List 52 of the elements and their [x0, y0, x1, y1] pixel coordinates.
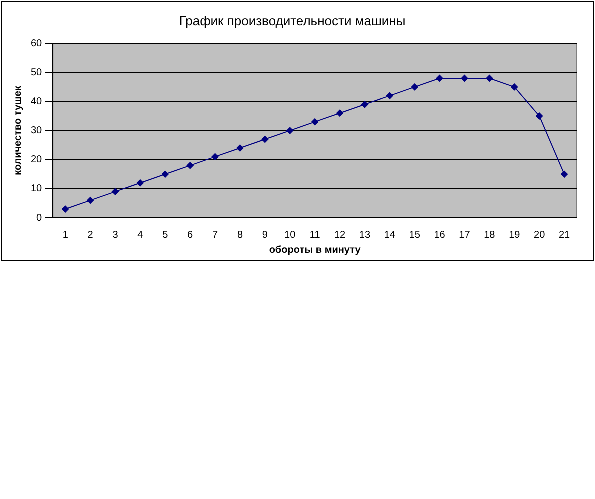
- x-tick-label: 20: [534, 230, 546, 241]
- point: [336, 110, 344, 117]
- x-tick-label: 10: [284, 230, 296, 241]
- x-tick-label: 8: [237, 230, 244, 241]
- point: [361, 101, 368, 108]
- x-tick-label: 16: [434, 230, 446, 241]
- point: [162, 170, 169, 178]
- point: [136, 180, 144, 187]
- point: [411, 84, 418, 91]
- point: [212, 153, 219, 160]
- x-tick-label: 6: [188, 230, 194, 241]
- point: [461, 74, 468, 82]
- point: [436, 74, 444, 82]
- y-axis-title: количество тушек: [12, 85, 24, 176]
- point: [286, 127, 294, 134]
- y-tick-label: 0: [36, 212, 43, 224]
- point: [112, 188, 119, 196]
- x-tick-label: 9: [262, 230, 268, 241]
- point: [536, 112, 544, 120]
- point: [486, 74, 494, 82]
- x-tick-label: 13: [359, 230, 371, 241]
- x-tick-label: 4: [138, 230, 144, 241]
- x-tick-label: 14: [384, 230, 396, 241]
- point: [511, 84, 518, 91]
- x-tick-label: 17: [459, 230, 471, 241]
- x-tick-label: 7: [212, 230, 218, 241]
- x-tick-label: 12: [334, 230, 346, 241]
- y-tick-label: 40: [31, 96, 43, 108]
- x-tick-label: 3: [112, 230, 119, 241]
- y-tick-label: 60: [31, 38, 43, 50]
- y-tick-label: 50: [31, 67, 43, 78]
- point: [386, 92, 394, 100]
- x-tick-label: 15: [409, 230, 421, 241]
- point: [262, 136, 269, 144]
- y-tick-label: 30: [31, 126, 43, 137]
- x-tick-label: 21: [558, 230, 571, 241]
- y-tick-label: 10: [31, 184, 43, 195]
- point: [312, 118, 319, 126]
- x-tick-label: 5: [162, 230, 169, 241]
- x-tick-label: 18: [484, 230, 496, 241]
- x-axis-title: обороты в минуту: [269, 244, 362, 256]
- x-tick-label: 11: [310, 230, 321, 241]
- point: [62, 206, 70, 213]
- point: [561, 170, 568, 178]
- x-tick-label: 2: [88, 230, 94, 241]
- x-tick-label: 19: [509, 230, 521, 241]
- point: [186, 162, 194, 170]
- x-tick-label: 1: [62, 230, 69, 241]
- chart-title: График производительности машины: [179, 13, 406, 28]
- y-tick-label: 20: [31, 154, 43, 166]
- point: [87, 197, 94, 204]
- point: [236, 144, 244, 152]
